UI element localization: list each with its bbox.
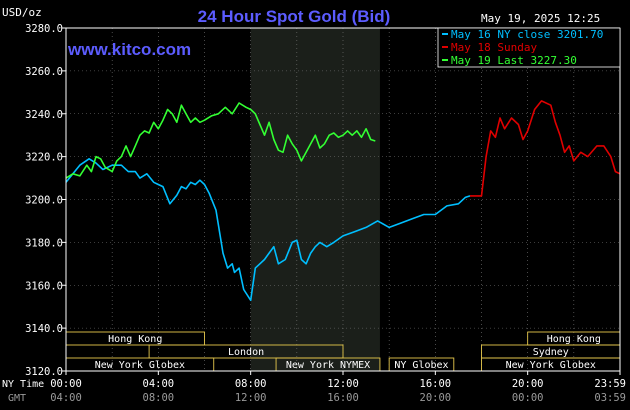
y-tick-label: 3140.0 — [25, 323, 63, 335]
market-session-label: Sydney — [533, 347, 569, 358]
x-tick-label-gmt: 04:00 — [50, 392, 82, 404]
gmt-row-label: GMT — [8, 393, 26, 404]
market-session-label: Hong Kong — [547, 334, 601, 345]
legend-label: May 18 Sunday — [451, 41, 537, 54]
series-line — [470, 100, 621, 197]
series-line — [65, 158, 471, 302]
y-tick-label: 3240.0 — [25, 109, 63, 121]
x-tick-label-gmt: 03:59 — [594, 392, 626, 404]
x-tick-label-gmt: 12:00 — [235, 392, 267, 404]
market-session: NY Globex — [388, 357, 455, 372]
y-tick-label: 3180.0 — [25, 237, 63, 249]
y-tick-label: 3260.0 — [25, 66, 63, 78]
market-session-label: New York NYMEX — [286, 360, 370, 371]
x-tick-label-nytime: 23:59 — [594, 378, 626, 390]
legend-entry: May 19 Last 3227.30 — [442, 54, 577, 67]
legend: May 16 NY close 3201.70 May 18 Sunday Ma… — [437, 27, 621, 68]
market-sessions: Hong Kong London New York Globex New York N… — [65, 331, 621, 372]
x-tick-labels: 00:00 04:00 04:00 08:00 08:00 12:00 12:00 16:00… — [50, 378, 626, 404]
legend-label: May 19 Last 3227.30 — [451, 54, 577, 67]
market-session-label: Hong Kong — [108, 334, 162, 345]
x-tick-label-nytime: 16:00 — [420, 378, 452, 390]
y-tick-label: 3120.0 — [25, 366, 63, 378]
y-tick-label: 3280.0 — [25, 23, 63, 35]
nytime-row-label: NY Time — [2, 379, 44, 390]
x-tick-label-gmt: 20:00 — [420, 392, 452, 404]
series-layer — [65, 100, 621, 302]
chart-title: 24 Hour Spot Gold (Bid) — [198, 7, 391, 26]
series-line — [65, 102, 376, 179]
x-tick-label-nytime: 08:00 — [235, 378, 267, 390]
x-tick-label-gmt: 00:00 — [512, 392, 544, 404]
market-session-label: New York Globex — [95, 360, 185, 371]
y-tick-label: 3160.0 — [25, 280, 63, 292]
market-session-label: London — [228, 347, 264, 358]
legend-label: May 16 NY close 3201.70 — [451, 28, 603, 41]
x-tick-label-nytime: 12:00 — [327, 378, 359, 390]
x-tick-label-nytime: 20:00 — [512, 378, 544, 390]
y-tick-label: 3220.0 — [25, 152, 63, 164]
market-session: London — [148, 344, 344, 359]
x-tick-label-gmt: 08:00 — [143, 392, 175, 404]
market-session-label: NY Globex — [394, 360, 448, 371]
market-session: New York NYMEX — [275, 357, 381, 372]
date-stamp: May 19, 2025 12:25 — [481, 12, 600, 25]
site-link[interactable]: www.kitco.com — [67, 40, 191, 59]
y-tick-labels: 3280.0 3260.0 3240.0 3220.0 3200.0 3180.0 3160… — [25, 23, 63, 378]
legend-entry: May 18 Sunday — [442, 41, 537, 54]
x-tick-label-gmt: 16:00 — [327, 392, 359, 404]
units-label: USD/oz — [2, 6, 42, 19]
market-session-box — [148, 344, 344, 359]
market-session-label: New York Globex — [506, 360, 596, 371]
legend-entry: May 16 NY close 3201.70 — [442, 28, 603, 41]
y-tick-label: 3200.0 — [25, 195, 63, 207]
legend-box — [437, 27, 621, 68]
x-tick-label-nytime: 00:00 — [50, 378, 82, 390]
x-tick-label-nytime: 04:00 — [143, 378, 175, 390]
